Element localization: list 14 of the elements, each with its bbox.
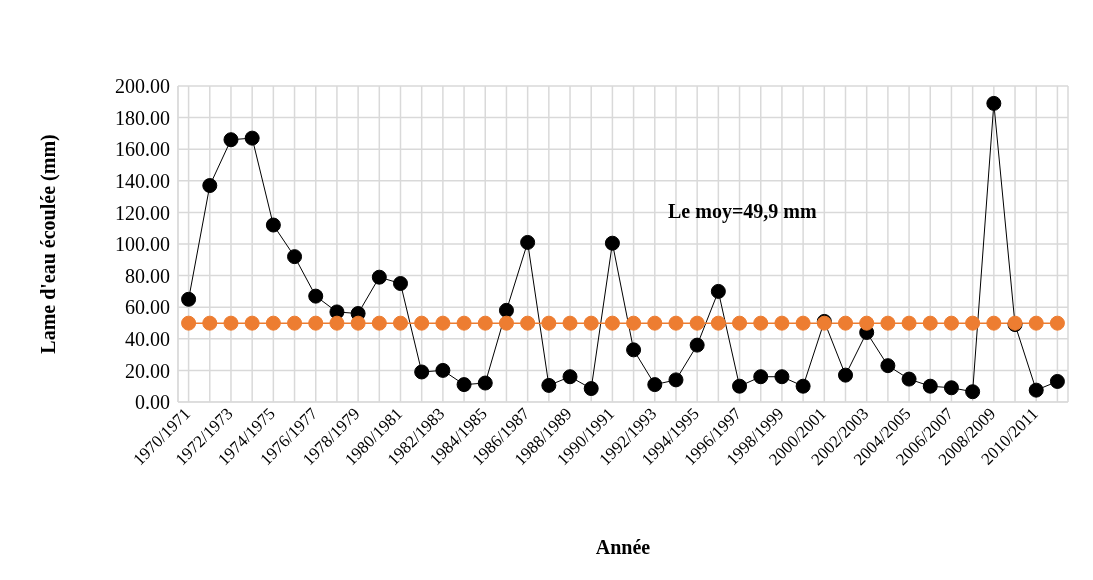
y-tick-label: 0.00 xyxy=(135,391,170,414)
x-axis-title: Année xyxy=(595,536,651,558)
y-tick-label: 20.00 xyxy=(125,359,170,382)
y-axis-title: Lame d'eau écoulée (mm) xyxy=(37,134,61,354)
y-tick-label: 180.00 xyxy=(115,106,170,129)
annotation: Le moy=49,9 mm xyxy=(668,200,817,223)
y-tick-label: 80.00 xyxy=(125,264,170,287)
y-tick-label: 40.00 xyxy=(125,327,170,350)
y-tick-label: 60.00 xyxy=(125,296,170,319)
y-tick-label: 200.00 xyxy=(115,75,170,98)
y-tick-label: 120.00 xyxy=(115,201,170,224)
y-tick-label: 140.00 xyxy=(115,169,170,192)
y-tick-label: 100.00 xyxy=(115,233,170,256)
y-tick-label: 160.00 xyxy=(115,138,170,161)
